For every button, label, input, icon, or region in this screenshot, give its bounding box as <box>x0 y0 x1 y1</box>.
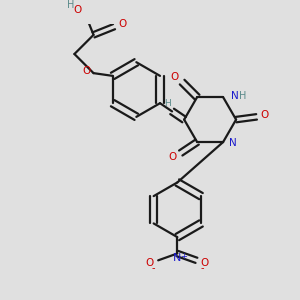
Text: N: N <box>231 91 239 101</box>
Text: H: H <box>165 99 171 108</box>
Text: -: - <box>201 263 204 273</box>
Text: +: + <box>180 252 187 261</box>
Text: O: O <box>74 5 82 15</box>
Text: O: O <box>82 66 91 76</box>
Text: O: O <box>261 110 269 121</box>
Text: -: - <box>152 263 155 273</box>
Text: O: O <box>145 257 154 268</box>
Text: O: O <box>118 19 126 29</box>
Text: O: O <box>200 257 209 268</box>
Text: O: O <box>170 72 178 82</box>
Text: N: N <box>173 254 182 263</box>
Text: H: H <box>239 91 247 101</box>
Text: H: H <box>67 0 74 10</box>
Text: N: N <box>229 138 236 148</box>
Text: O: O <box>168 152 177 162</box>
